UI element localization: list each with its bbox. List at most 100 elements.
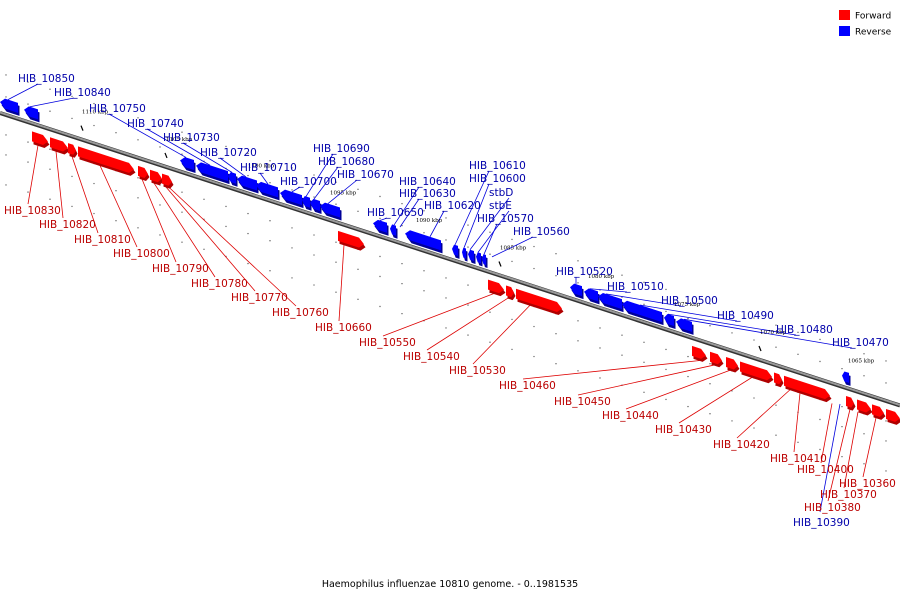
gene-rev-13[interactable] [405,230,443,254]
leader-line [736,389,791,439]
gene-fwd-16[interactable] [784,375,832,403]
gene-rev-20[interactable] [584,288,600,305]
gene-rev-14[interactable] [452,244,460,259]
gene-fwd-10[interactable] [516,288,564,316]
gene-rev-19[interactable] [570,283,584,300]
leader-line [491,236,534,258]
grid-dot [335,203,337,205]
grid-dot [181,241,183,243]
gene-fwd-11[interactable] [692,345,708,362]
gene-fwd-5[interactable] [150,169,164,186]
gene-rev-1[interactable] [24,106,40,123]
gene-fwd-6[interactable] [162,173,174,189]
gene-rev-21[interactable] [598,292,624,313]
leader-line [429,210,445,237]
grid-dot [115,190,117,192]
gene-fwd-20[interactable] [886,408,900,425]
gene-fwd-14[interactable] [740,361,774,384]
grid-dot [885,440,887,442]
gene-fwd-4[interactable] [138,165,150,181]
gene-rev-5[interactable] [237,175,259,194]
gene-fwd-0[interactable] [32,131,50,148]
grid-dot [511,260,513,263]
backbone-fill [0,111,900,406]
gene-body [740,361,772,381]
gene-label: HIB_10820 [39,219,96,231]
gene-label: HIB_10400 [797,464,854,476]
gene-rev-16[interactable] [468,249,476,265]
gene-rev-6[interactable] [256,181,280,201]
gene-rev-24[interactable] [676,318,694,335]
grid-dot [335,241,337,243]
gene-label: HIB_10480 [776,324,833,336]
leader-line [589,288,628,293]
grid-dot [775,434,777,436]
gene-rev-4[interactable] [228,172,238,187]
grid-dot [797,441,799,444]
gene-rev-11[interactable] [373,219,389,236]
gene-fwd-9[interactable] [506,285,516,301]
gene-rev-18[interactable] [482,254,488,268]
leader-line [827,409,851,502]
grid-dot [687,317,689,320]
grid-dot [489,311,491,313]
gene-fwd-12[interactable] [710,351,724,368]
gene-label: HIB_10840 [54,87,111,99]
gene-body [598,292,622,310]
gene-fwd-17[interactable] [846,395,856,411]
gene-fwd-2[interactable] [68,143,78,158]
gene-rev-15[interactable] [462,247,468,262]
gene-fwd-13[interactable] [726,356,740,373]
gene-rev-25[interactable] [842,371,851,386]
gene-fwd-1[interactable] [50,137,70,155]
gene-label: HIB_10800 [113,248,170,260]
gene-fwd-7[interactable] [338,230,366,251]
gene-label: HIB_10720 [200,147,257,159]
gene-rev-23[interactable] [664,313,676,330]
gene-body [280,189,302,206]
leader-line [639,304,738,322]
gene-body [180,157,194,171]
gene-label: HIB_10450 [554,396,611,408]
genome-caption: Haemophilus influenzae 10810 genome. - 0… [322,579,578,590]
gene-rev-2[interactable] [180,157,196,174]
gene-fwd-3[interactable] [78,146,136,176]
gene-features[interactable] [0,98,900,425]
gene-fwd-18[interactable] [857,399,873,416]
tick-label: 1085 kbp [500,246,527,252]
grid-dot [753,427,755,429]
leader-line [146,128,211,166]
tick-label: 1100 kbp [248,164,275,170]
gene-fwd-15[interactable] [774,372,784,388]
gene-rev-0[interactable] [0,98,20,116]
grid-dot [93,102,95,105]
gene-rev-10[interactable] [320,202,342,221]
leader-line [463,183,490,248]
gene-rev-8[interactable] [302,196,312,211]
gene-label: HIB_10540 [403,351,460,363]
grid-dot [137,117,139,119]
gene-rev-22[interactable] [622,300,664,326]
grid-dot [775,324,777,326]
gene-rev-9[interactable] [310,198,322,214]
gene-body [482,254,486,265]
gene-fwd-19[interactable] [872,404,886,420]
leader-line [454,170,490,246]
gene-body [228,172,236,184]
gene-label: HIB_10670 [337,169,394,181]
tick-mark [164,152,168,159]
tick-label: 1105 kbp [166,137,193,143]
gene-body [390,224,396,236]
grid-dot [379,217,381,220]
gene-body [584,288,598,302]
gene-rev-3[interactable] [196,162,230,185]
gene-rev-7[interactable] [280,189,304,209]
grid-dot [753,397,755,399]
gene-fwd-8[interactable] [488,279,506,297]
gene-rev-12[interactable] [390,224,398,239]
grid-dot [5,184,7,186]
gene-label: HIB_10850 [18,73,75,85]
grid-dot [797,353,799,356]
leader-line [182,142,233,173]
gene-rev-17[interactable] [476,252,483,267]
